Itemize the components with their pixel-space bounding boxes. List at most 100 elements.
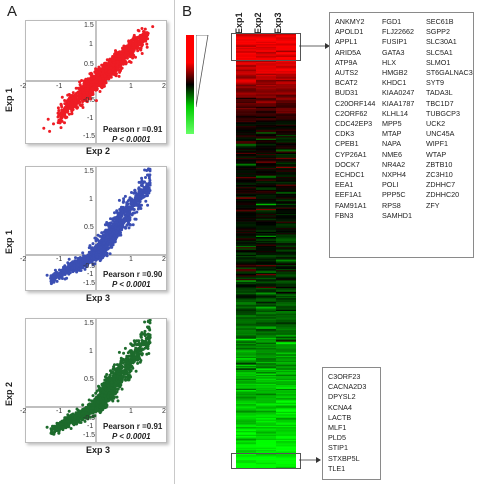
- heatmap-cell: [256, 220, 276, 222]
- scatter-point: [109, 238, 113, 242]
- heatmap-cell: [236, 110, 256, 113]
- heatmap-cell: [236, 92, 256, 95]
- scatter-point: [137, 349, 140, 353]
- scatter-point: [109, 394, 113, 398]
- heatmap-cell: [256, 326, 276, 328]
- heatmap-cell: [236, 184, 256, 187]
- heatmap-cell: [236, 104, 256, 106]
- heatmap-cell: [236, 150, 256, 152]
- heatmap-cell: [236, 63, 256, 65]
- heatmap-cell: [276, 235, 296, 238]
- heatmap-cell: [236, 157, 256, 160]
- heatmap-cell: [276, 55, 296, 58]
- heatmap-cell: [256, 244, 276, 247]
- scatter-point: [111, 63, 115, 67]
- heatmap-cell: [236, 229, 256, 231]
- scatter-point: [116, 60, 120, 64]
- scatter-point: [122, 44, 126, 48]
- scatter-2-x-tick: -2: [20, 256, 27, 263]
- heatmap-cell: [236, 99, 256, 101]
- scatter-point: [49, 427, 53, 431]
- scatter-point: [128, 368, 132, 372]
- scatter-point: [114, 231, 118, 235]
- heatmap-cell: [276, 282, 296, 285]
- heatmap-cell: [276, 51, 296, 54]
- heatmap-cell: [236, 273, 256, 276]
- heatmap-cell: [276, 243, 296, 245]
- scatter-point: [138, 346, 142, 350]
- scatter-point: [104, 245, 108, 248]
- heatmap-cell: [256, 166, 276, 169]
- heatmap-cell: [236, 151, 256, 154]
- scatter-point: [100, 231, 104, 235]
- heatmap-cell: [236, 79, 256, 82]
- scatter-point: [133, 188, 137, 192]
- heatmap-cell: [236, 53, 256, 55]
- heatmap-cell: [276, 91, 296, 94]
- scatter-point: [103, 63, 107, 66]
- scatter-point: [63, 107, 66, 110]
- heatmap-cell: [236, 122, 256, 124]
- scatter-3-x-title: Exp 3: [86, 445, 111, 455]
- scatter-point: [140, 43, 144, 47]
- heatmap-cell: [276, 299, 296, 302]
- scatter-point: [96, 238, 100, 242]
- scatter-point: [137, 42, 141, 46]
- heatmap-cell: [256, 46, 276, 49]
- heatmap-cell: [236, 341, 256, 344]
- heatmap-cell: [276, 115, 296, 118]
- scatter-point: [126, 364, 130, 368]
- scatter-point: [85, 100, 89, 104]
- scatter-1-x-tick: -1: [56, 83, 63, 90]
- heatmap-cell: [236, 143, 256, 146]
- scatter-point: [75, 94, 79, 98]
- heatmap-cell: [276, 96, 296, 99]
- scatter-point: [129, 48, 133, 52]
- heatmap-cell: [236, 309, 256, 312]
- scatter-point: [126, 47, 130, 51]
- scatter-point: [110, 57, 114, 60]
- scatter-point: [145, 42, 149, 46]
- scatter-point: [93, 262, 97, 266]
- scatter-1-x-tick: -2: [20, 83, 27, 90]
- scatter-point: [138, 203, 142, 207]
- scatter-point: [134, 369, 138, 373]
- heatmap-cell: [256, 115, 276, 118]
- heatmap-cell: [236, 210, 256, 212]
- scatter-point: [52, 427, 55, 431]
- scatter-point: [146, 194, 149, 198]
- heatmap-cell: [256, 74, 276, 77]
- heatmap-cell: [256, 151, 276, 154]
- heatmap-cell: [276, 210, 296, 212]
- heatmap-cell: [236, 212, 256, 215]
- heatmap-cell: [276, 281, 296, 284]
- heatmap-cell: [236, 189, 256, 192]
- heatmap-cell: [236, 179, 256, 182]
- scatter-point: [88, 93, 92, 97]
- scatter-point: [115, 209, 119, 213]
- scatter-point: [117, 372, 121, 376]
- scatter-point: [103, 402, 107, 406]
- heatmap-cell: [256, 86, 276, 88]
- heatmap-cell: [236, 97, 256, 100]
- scatter-point: [88, 259, 92, 263]
- scatter-point: [124, 226, 128, 230]
- scatter-point: [42, 126, 46, 130]
- scatter-point: [90, 399, 94, 403]
- heatmap-cell: [256, 73, 276, 76]
- scatter-1-x-title: Exp 2: [86, 146, 111, 156]
- heatmap-cell: [236, 279, 256, 281]
- heatmap-cell: [256, 176, 276, 179]
- heatmap-cell: [236, 281, 256, 284]
- heatmap-cell: [276, 247, 296, 249]
- scatter-point: [104, 238, 108, 242]
- heatmap-cell: [256, 281, 276, 284]
- scatter-2-points: [45, 167, 152, 286]
- heatmap-cell: [276, 114, 296, 116]
- scatter-point: [139, 344, 143, 348]
- heatmap-cell: [256, 71, 276, 73]
- heatmap-cell: [276, 56, 296, 59]
- scatter-point: [45, 425, 49, 429]
- heatmap-cell: [256, 44, 276, 46]
- heatmap-cell: [256, 341, 276, 344]
